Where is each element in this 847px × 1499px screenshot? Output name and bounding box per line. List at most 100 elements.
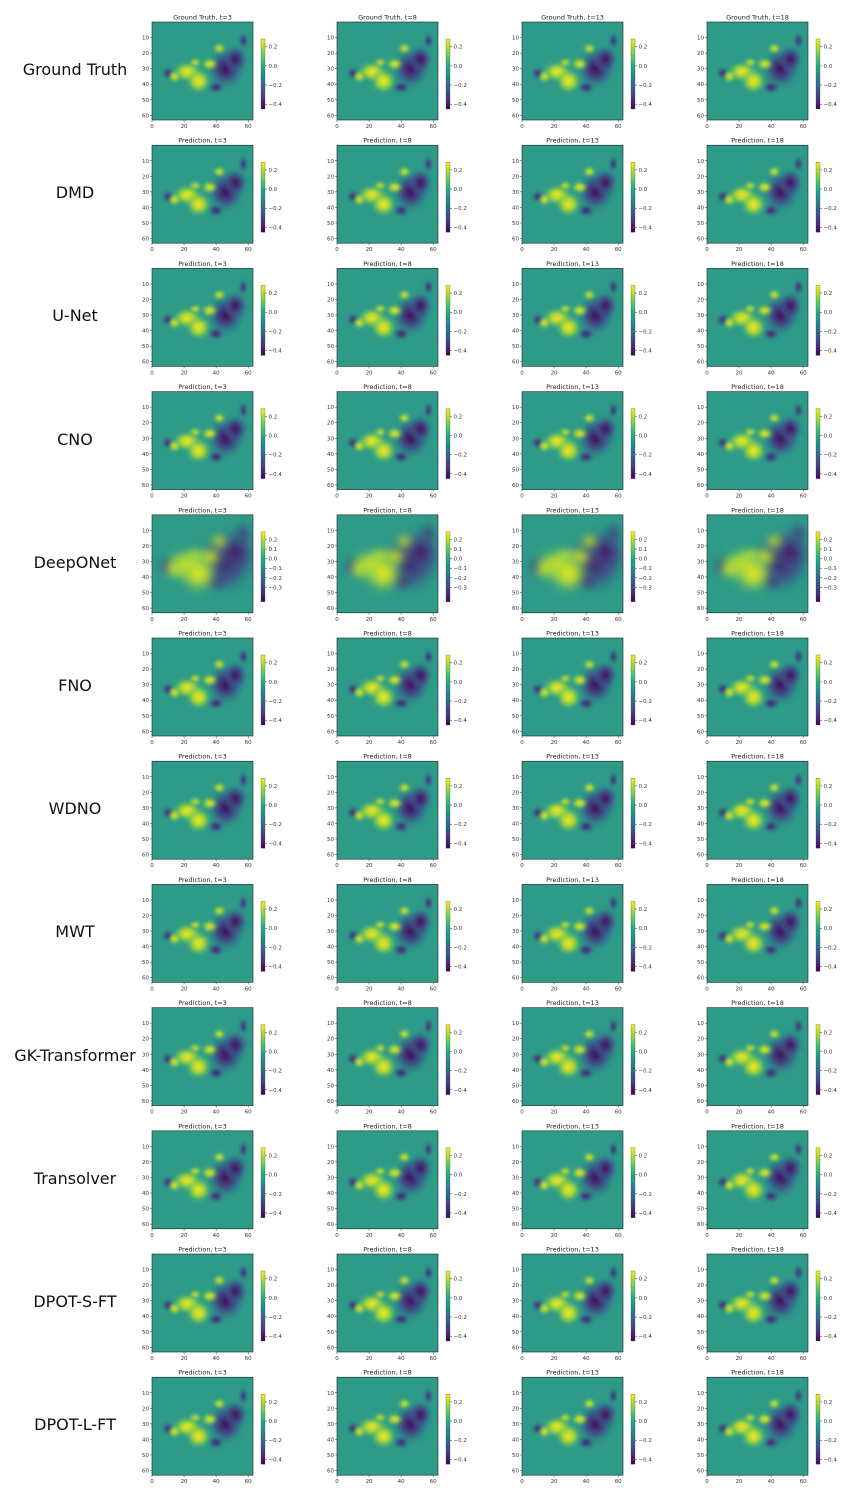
y-tick-label: 10 [327, 1268, 334, 1274]
heatmap-low-region [222, 1277, 248, 1306]
x-tick-label: 20 [181, 1479, 188, 1485]
y-tick-label: 60 [512, 1099, 519, 1105]
y-tick-label: 50 [142, 1453, 149, 1459]
colorbar-tick-label: 0.0 [824, 680, 833, 686]
y-tick-label: 60 [697, 853, 704, 859]
colorbar-tick-label: 0.0 [269, 1419, 278, 1425]
heatmap-high-region [374, 181, 387, 190]
x-tick-label: 40 [583, 986, 590, 992]
colorbar-tick-label: −0.4 [639, 965, 653, 971]
heatmap-low-region [407, 291, 433, 320]
heatmap-high-region [353, 686, 366, 699]
colorbar [260, 1394, 266, 1465]
y-tick-label: 20 [697, 544, 704, 550]
y-tick-label: 20 [142, 790, 149, 796]
y-tick-label: 40 [697, 1437, 704, 1443]
colorbar-tick-label: 0.2 [454, 414, 463, 420]
heatmap-high-region [538, 1302, 551, 1315]
colorbar [815, 285, 821, 356]
x-tick-label: 60 [615, 986, 622, 992]
heatmap-high-region [559, 674, 572, 683]
y-tick-label: 30 [512, 683, 519, 689]
y-tick-label: 40 [327, 329, 334, 335]
x-tick-label: 60 [430, 124, 437, 130]
heatmap-high-region [719, 559, 740, 579]
heatmap-high-region [538, 70, 551, 83]
heatmap-high-region [571, 1166, 589, 1179]
heatmap-low-region [222, 1153, 248, 1183]
y-tick-label: 60 [327, 360, 334, 366]
heatmap-low-region [424, 32, 433, 49]
y-tick-label: 50 [697, 960, 704, 966]
heatmap-high-region [201, 1413, 219, 1426]
x-tick-label: 0 [150, 494, 154, 500]
y-tick-label: 10 [327, 775, 334, 781]
x-tick-label: 0 [705, 863, 709, 869]
colorbar-tick-label: −0.4 [454, 718, 468, 724]
heatmap-low-region [239, 771, 248, 788]
y-tick-label: 30 [697, 1299, 704, 1305]
panel-title: Prediction, t=8 [363, 137, 412, 145]
heatmap-low-region [609, 402, 618, 419]
colorbar-tick-label: −0.2 [639, 206, 652, 212]
panel-title: Prediction, t=18 [731, 1369, 784, 1377]
y-tick-label: 30 [697, 1175, 704, 1181]
heatmap-high-region [213, 1028, 226, 1040]
y-tick-label: 20 [697, 51, 704, 57]
colorbar [445, 1024, 451, 1095]
heatmap-panel: Prediction, t=18 0 20 40 60 10 20 30 40 50 60 0.2 0.… [697, 137, 837, 254]
heatmap-panel: Prediction, t=8 0 20 40 60 10 20 30 40 50 60 0.2 0.0… [327, 999, 467, 1116]
x-tick-label: 40 [398, 124, 405, 130]
colorbar [260, 778, 266, 849]
heatmap-high-region [201, 920, 219, 933]
colorbar-tick-label: −0.2 [269, 699, 282, 705]
heatmap-high-region [353, 316, 366, 329]
heatmap-low-region [577, 327, 595, 340]
heatmap-high-region [185, 1300, 211, 1326]
y-tick-label: 10 [512, 405, 519, 411]
panel-title: Prediction, t=3 [178, 1246, 227, 1254]
heatmap-low-region [592, 1277, 618, 1306]
heatmap-panel: Prediction, t=18 0 20 40 60 10 20 30 40 50 60 0.2 0.… [697, 876, 837, 993]
heatmap-high-region [386, 673, 404, 687]
x-tick-label: 40 [398, 247, 405, 253]
x-tick-label: 20 [366, 863, 373, 869]
x-tick-label: 0 [520, 1233, 524, 1239]
y-tick-label: 30 [142, 1299, 149, 1305]
x-tick-label: 60 [615, 617, 622, 623]
colorbar [815, 38, 821, 110]
panel-title: Prediction, t=18 [731, 137, 784, 145]
y-tick-label: 10 [142, 159, 149, 165]
y-tick-label: 50 [697, 344, 704, 350]
heatmap-high-region [538, 809, 551, 822]
heatmap-panel: Prediction, t=3 0 20 40 60 10 20 30 40 50 60 0.2 0.0… [142, 1369, 282, 1486]
heatmap-low-region [577, 450, 595, 463]
y-tick-label: 50 [512, 591, 519, 597]
colorbar [260, 285, 266, 356]
colorbar-tick-label: −0.4 [639, 1457, 653, 1463]
heatmap-high-region [370, 68, 396, 94]
heatmap-low-region [424, 894, 433, 912]
colorbar-tick-label: −0.2 [454, 206, 467, 212]
heatmap-high-region [189, 674, 202, 683]
heatmap-low-region [207, 204, 225, 217]
y-tick-label: 30 [142, 1175, 149, 1181]
heatmap-high-region [185, 1424, 211, 1449]
heatmap-low-region [762, 697, 780, 710]
panel-title: Prediction, t=18 [731, 1122, 784, 1130]
colorbar-tick-label: −0.4 [824, 718, 838, 724]
heatmap-high-region [723, 1055, 736, 1069]
heatmap-high-region [768, 905, 781, 916]
heatmap-low-region [762, 1190, 780, 1203]
colorbar-tick-label: 0.2 [824, 661, 833, 667]
y-tick-label: 20 [327, 1406, 334, 1412]
colorbar-tick-label: 0.2 [269, 414, 278, 420]
y-tick-label: 20 [142, 1406, 149, 1412]
y-tick-label: 20 [697, 667, 704, 673]
x-tick-label: 0 [335, 1356, 339, 1362]
y-tick-label: 40 [327, 945, 334, 951]
colorbar [630, 38, 636, 110]
colorbar [260, 38, 266, 110]
colorbar-tick-label: 0.2 [639, 1400, 648, 1406]
heatmap-low-region [794, 1018, 803, 1035]
